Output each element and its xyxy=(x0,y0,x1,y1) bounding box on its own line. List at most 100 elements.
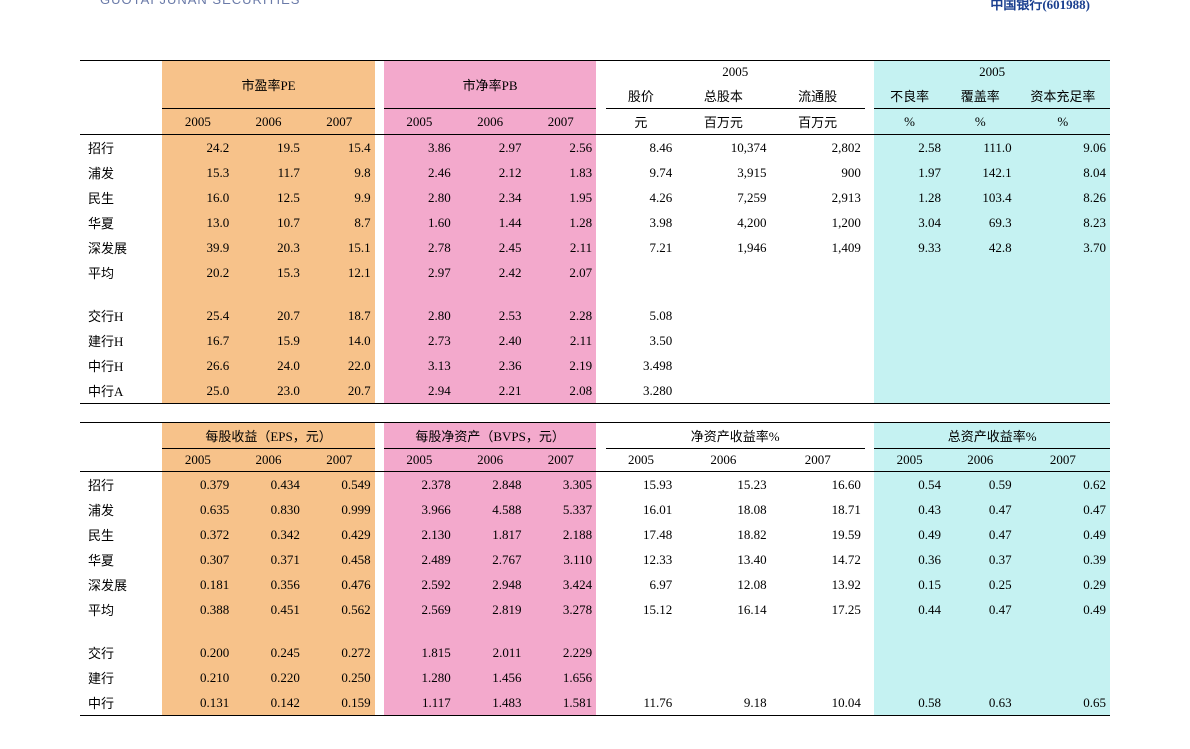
row-label: 华夏 xyxy=(80,547,162,572)
table-cell xyxy=(384,622,455,640)
table-cell xyxy=(771,665,865,690)
blank-header xyxy=(80,61,162,84)
table-cell: 0.43 xyxy=(874,497,945,522)
table-cell: 2.46 xyxy=(384,160,455,185)
table-cell xyxy=(384,285,455,303)
table-cell xyxy=(865,665,874,690)
table-cell xyxy=(596,210,605,235)
table-cell: 24.2 xyxy=(162,135,233,161)
table-cell: 2.592 xyxy=(384,572,455,597)
table-cell: 0.47 xyxy=(945,497,1016,522)
table-cell xyxy=(162,285,233,303)
table-cell xyxy=(375,303,384,328)
table-cell xyxy=(596,235,605,260)
table-cell xyxy=(945,353,1016,378)
table-cell: 0.830 xyxy=(233,497,304,522)
over-title-mid: 2005 xyxy=(606,61,865,84)
table-cell: 0.434 xyxy=(233,472,304,498)
table-cell xyxy=(375,235,384,260)
table-cell: 1.97 xyxy=(874,160,945,185)
table-cell: 0.49 xyxy=(1016,597,1110,622)
year-label: 2005 xyxy=(384,109,455,135)
table-cell xyxy=(945,622,1016,640)
table-cell: 3.98 xyxy=(606,210,677,235)
table-cell: 0.47 xyxy=(1016,497,1110,522)
table-cell: 10.7 xyxy=(233,210,304,235)
table-cell xyxy=(865,353,874,378)
table-cell: 0.220 xyxy=(233,665,304,690)
table-cell xyxy=(455,622,526,640)
table-cell: 9.06 xyxy=(1016,135,1110,161)
table-cell xyxy=(596,572,605,597)
unit-label: 百万元 xyxy=(676,109,770,135)
table-cell: 9.18 xyxy=(676,690,770,716)
table-cell: 2.130 xyxy=(384,522,455,547)
table-cell xyxy=(596,353,605,378)
table-cell: 5.08 xyxy=(606,303,677,328)
table-cell: 0.131 xyxy=(162,690,233,716)
table-cell xyxy=(945,328,1016,353)
table-cell xyxy=(865,378,874,404)
row-label: 建行 xyxy=(80,665,162,690)
table-cell: 18.71 xyxy=(771,497,865,522)
table-cell: 0.25 xyxy=(945,572,1016,597)
table-cell: 12.33 xyxy=(606,547,677,572)
table-cell: 2.36 xyxy=(455,353,526,378)
table-cell: 16.0 xyxy=(162,185,233,210)
row-label: 民生 xyxy=(80,522,162,547)
table-cell: 0.372 xyxy=(162,522,233,547)
table-cell: 2.53 xyxy=(455,303,526,328)
table-cell xyxy=(865,622,874,640)
row-label: 平均 xyxy=(80,597,162,622)
row-label: 深发展 xyxy=(80,572,162,597)
table-cell: 8.7 xyxy=(304,210,375,235)
table-cell xyxy=(596,472,605,498)
table-cell xyxy=(771,622,865,640)
table-cell: 26.6 xyxy=(162,353,233,378)
table-cell: 2.34 xyxy=(455,185,526,210)
table-cell xyxy=(525,285,596,303)
year-label: 2007 xyxy=(1016,449,1110,472)
table-cell xyxy=(606,260,677,285)
table-cell: 2.58 xyxy=(874,135,945,161)
table-cell xyxy=(865,160,874,185)
table-cell xyxy=(771,328,865,353)
table-cell xyxy=(676,303,770,328)
table-cell: 0.210 xyxy=(162,665,233,690)
table-cell xyxy=(375,210,384,235)
table-cell: 0.562 xyxy=(304,597,375,622)
year-label: 2006 xyxy=(233,109,304,135)
group-title-pb: 市净率PB xyxy=(384,61,596,109)
table-cell xyxy=(771,353,865,378)
year-label: 2007 xyxy=(304,449,375,472)
table-cell xyxy=(865,285,874,303)
row-label: 招行 xyxy=(80,135,162,161)
table-cell xyxy=(676,285,770,303)
col-coverage: 覆盖率 xyxy=(945,83,1016,109)
table-cell: 4.26 xyxy=(606,185,677,210)
table-cell: 0.356 xyxy=(233,572,304,597)
table-cell xyxy=(606,285,677,303)
table-cell xyxy=(375,160,384,185)
table-cell: 3.280 xyxy=(606,378,677,404)
table-cell: 1.483 xyxy=(455,690,526,716)
table-cell: 2.97 xyxy=(384,260,455,285)
table-cell xyxy=(375,185,384,210)
table-cell xyxy=(874,303,945,328)
table-cell: 2.97 xyxy=(455,135,526,161)
table-cell: 13.0 xyxy=(162,210,233,235)
table-cell: 2.73 xyxy=(384,328,455,353)
table-cell xyxy=(375,597,384,622)
table-cell: 2.188 xyxy=(525,522,596,547)
table-cell: 14.72 xyxy=(771,547,865,572)
table-cell: 2.848 xyxy=(455,472,526,498)
year-label: 2007 xyxy=(525,449,596,472)
table-cell xyxy=(676,665,770,690)
table-cell xyxy=(874,640,945,665)
table-cell xyxy=(865,260,874,285)
row-label: 交行 xyxy=(80,640,162,665)
table-cell: 2.12 xyxy=(455,160,526,185)
table-cell: 0.181 xyxy=(162,572,233,597)
table-cell: 0.159 xyxy=(304,690,375,716)
table-cell: 22.0 xyxy=(304,353,375,378)
